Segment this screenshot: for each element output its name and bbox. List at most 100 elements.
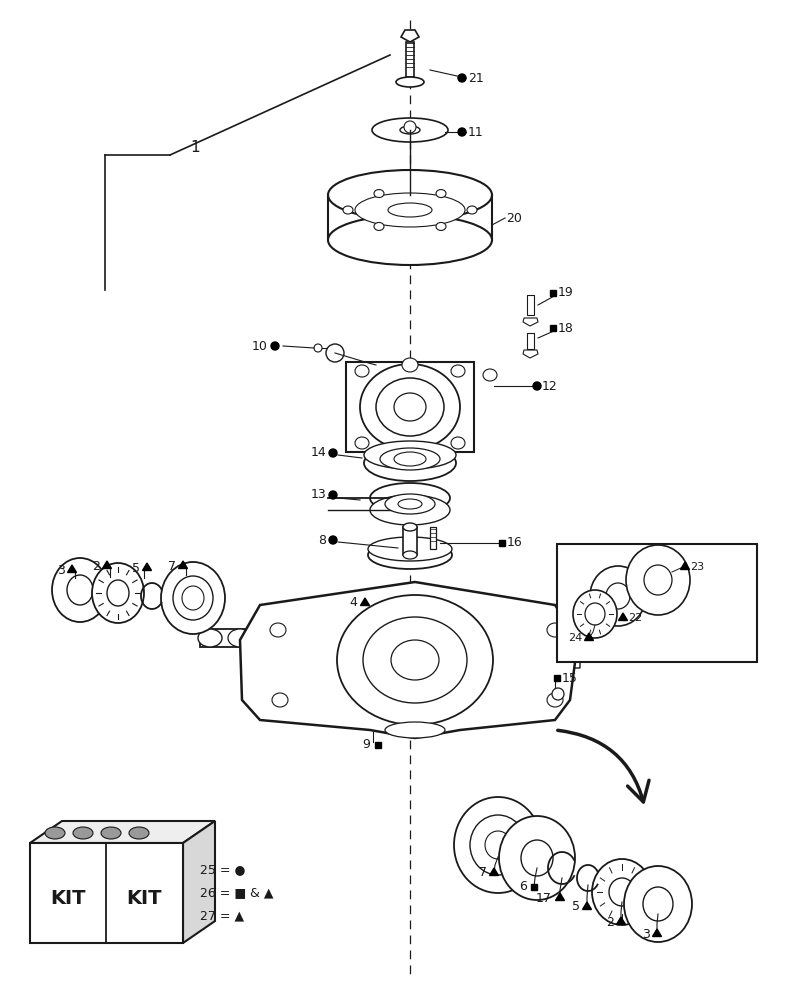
Ellipse shape [483, 369, 497, 381]
Ellipse shape [337, 595, 493, 725]
Polygon shape [30, 821, 215, 843]
Bar [550, 290, 556, 296]
Ellipse shape [552, 688, 564, 700]
Text: 23: 23 [690, 562, 704, 572]
Ellipse shape [360, 364, 460, 450]
Text: 7: 7 [479, 866, 487, 880]
Ellipse shape [370, 495, 450, 525]
Ellipse shape [402, 358, 418, 372]
Polygon shape [183, 821, 215, 943]
Ellipse shape [374, 222, 384, 230]
Polygon shape [401, 30, 419, 42]
Text: 11: 11 [468, 125, 484, 138]
Ellipse shape [485, 831, 511, 859]
Polygon shape [179, 561, 187, 568]
Ellipse shape [45, 827, 65, 839]
Ellipse shape [643, 887, 673, 921]
Text: 17: 17 [537, 892, 552, 904]
FancyArrowPatch shape [558, 730, 649, 802]
Text: 20: 20 [506, 212, 522, 225]
Circle shape [458, 128, 466, 136]
Circle shape [329, 491, 337, 499]
Polygon shape [617, 917, 625, 924]
Circle shape [271, 342, 279, 350]
Ellipse shape [198, 629, 222, 647]
Ellipse shape [451, 365, 465, 377]
Ellipse shape [391, 640, 439, 680]
Ellipse shape [624, 866, 692, 942]
Polygon shape [360, 598, 369, 605]
Text: 18: 18 [558, 322, 574, 334]
Polygon shape [584, 633, 594, 641]
Text: KIT: KIT [50, 888, 86, 908]
Ellipse shape [400, 126, 420, 134]
Ellipse shape [398, 499, 422, 509]
Ellipse shape [451, 437, 465, 449]
Ellipse shape [355, 365, 369, 377]
Ellipse shape [388, 203, 432, 217]
Polygon shape [556, 893, 565, 900]
Ellipse shape [364, 441, 456, 469]
Circle shape [329, 536, 337, 544]
Ellipse shape [101, 827, 121, 839]
Bar [554, 675, 560, 681]
Ellipse shape [394, 393, 426, 421]
Polygon shape [523, 350, 538, 358]
Circle shape [533, 382, 541, 390]
Ellipse shape [52, 558, 108, 622]
Ellipse shape [436, 222, 446, 230]
Text: KIT: KIT [126, 888, 162, 908]
Ellipse shape [385, 722, 445, 738]
Ellipse shape [521, 840, 553, 876]
Bar [527, 333, 534, 349]
Bar [499, 540, 505, 546]
Text: 14: 14 [310, 446, 326, 460]
Text: 5: 5 [572, 900, 580, 914]
Polygon shape [555, 640, 580, 668]
Ellipse shape [343, 206, 353, 214]
Ellipse shape [385, 494, 435, 514]
Ellipse shape [129, 827, 149, 839]
Text: 22: 22 [628, 613, 642, 623]
Bar [557, 544, 757, 662]
Text: 4: 4 [349, 596, 357, 609]
Ellipse shape [173, 576, 213, 620]
Ellipse shape [372, 118, 448, 142]
Ellipse shape [470, 815, 526, 875]
Text: 10: 10 [252, 340, 268, 353]
Ellipse shape [182, 586, 204, 610]
Ellipse shape [547, 623, 563, 637]
Text: 3: 3 [57, 564, 65, 576]
Text: 3: 3 [642, 928, 650, 940]
Ellipse shape [67, 575, 93, 605]
Polygon shape [680, 562, 689, 570]
Ellipse shape [228, 629, 252, 647]
Ellipse shape [626, 545, 690, 615]
Text: 24: 24 [568, 633, 582, 643]
Ellipse shape [73, 827, 93, 839]
Ellipse shape [326, 344, 344, 362]
Ellipse shape [403, 551, 417, 559]
Text: 15: 15 [562, 672, 578, 684]
Ellipse shape [364, 445, 456, 481]
Ellipse shape [547, 693, 563, 707]
Ellipse shape [499, 816, 575, 900]
Text: 21: 21 [468, 72, 484, 85]
Text: 2: 2 [92, 560, 100, 572]
Bar [550, 325, 556, 331]
Ellipse shape [394, 452, 426, 466]
Ellipse shape [272, 693, 288, 707]
Text: 27 = ▲: 27 = ▲ [200, 910, 244, 922]
Ellipse shape [161, 562, 225, 634]
Ellipse shape [590, 566, 646, 626]
Text: 8: 8 [318, 534, 326, 546]
Polygon shape [68, 565, 77, 572]
Circle shape [329, 449, 337, 457]
Ellipse shape [374, 190, 384, 198]
Polygon shape [523, 318, 538, 326]
Text: 6: 6 [519, 880, 527, 894]
Polygon shape [142, 563, 152, 570]
Polygon shape [240, 582, 578, 738]
Ellipse shape [592, 859, 652, 925]
Text: 1: 1 [190, 140, 200, 155]
